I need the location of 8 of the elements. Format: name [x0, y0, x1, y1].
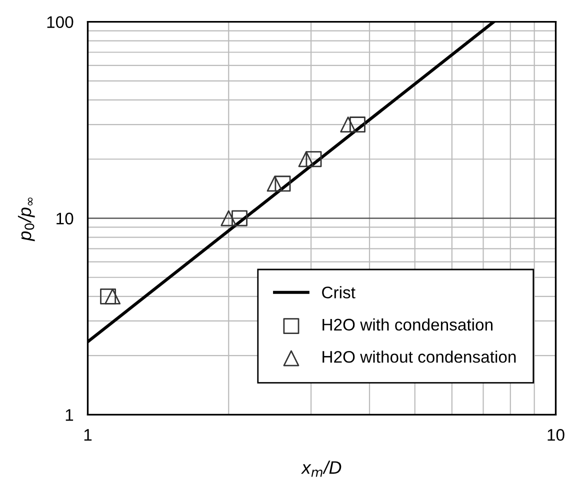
legend-label: H2O with condensation: [322, 318, 492, 331]
y-tick-label: 100: [47, 16, 74, 28]
x-axis-title: x$_{m}$/D: [300, 460, 342, 477]
y-tick-label: 1: [66, 409, 74, 421]
y-tick-label: 10: [56, 212, 74, 224]
legend-label: Crist: [322, 286, 356, 298]
legend-label: H2O without condensation: [322, 350, 516, 363]
y-axis-title: p$_{0}$/p$_{∞}$: [18, 198, 35, 242]
